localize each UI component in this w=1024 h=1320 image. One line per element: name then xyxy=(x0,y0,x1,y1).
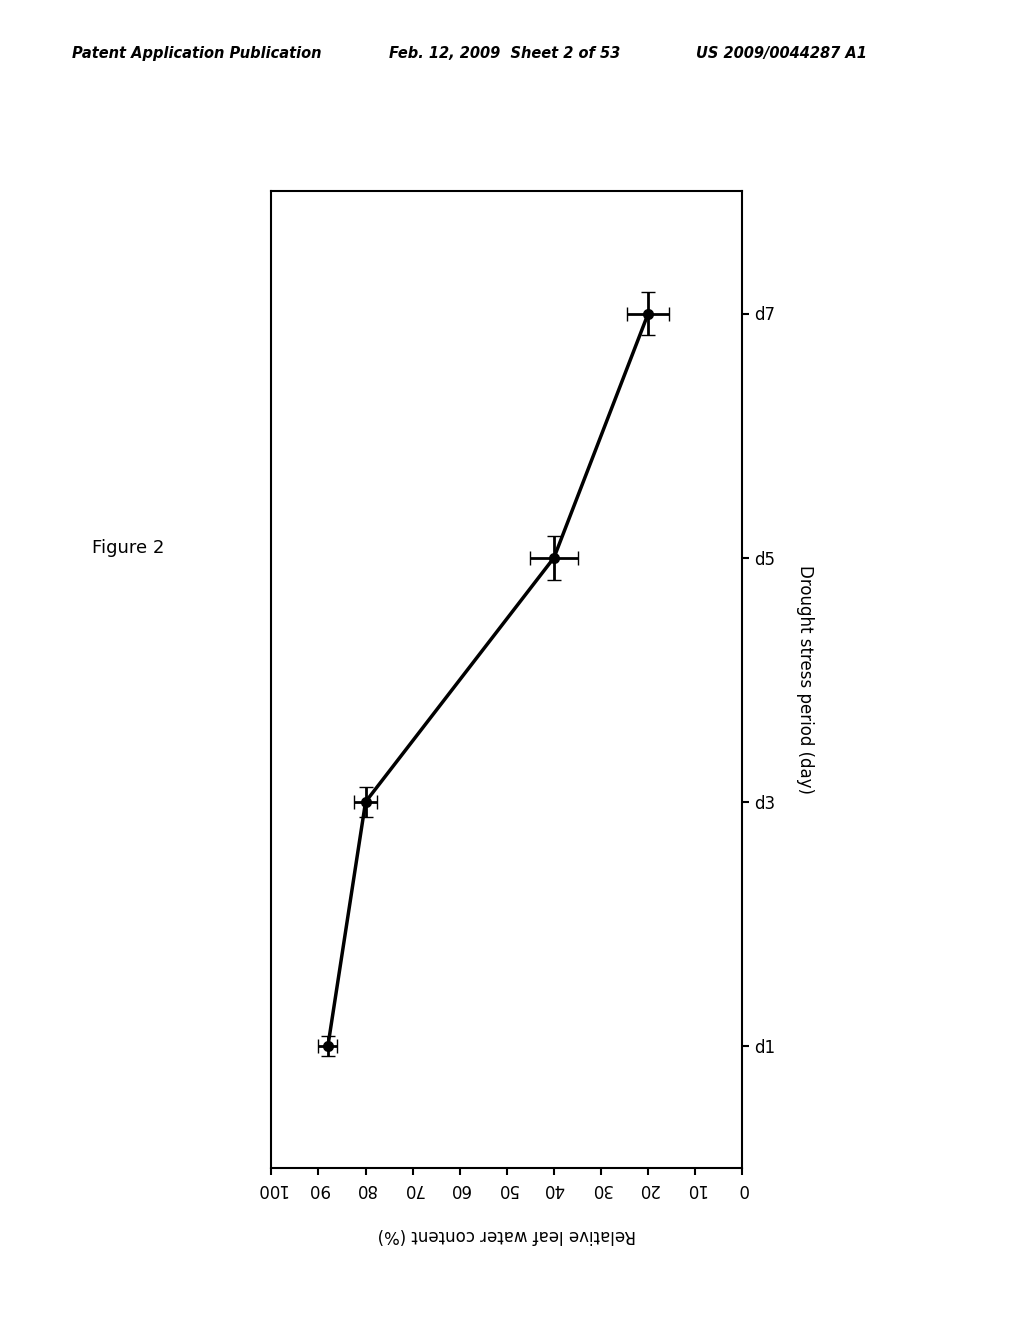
Text: Figure 2: Figure 2 xyxy=(92,539,165,557)
X-axis label: Relative leaf water content (%): Relative leaf water content (%) xyxy=(378,1226,636,1243)
Text: Patent Application Publication: Patent Application Publication xyxy=(72,46,322,61)
Y-axis label: Drought stress period (day): Drought stress period (day) xyxy=(797,565,814,795)
Text: Feb. 12, 2009  Sheet 2 of 53: Feb. 12, 2009 Sheet 2 of 53 xyxy=(389,46,621,61)
Text: US 2009/0044287 A1: US 2009/0044287 A1 xyxy=(696,46,867,61)
